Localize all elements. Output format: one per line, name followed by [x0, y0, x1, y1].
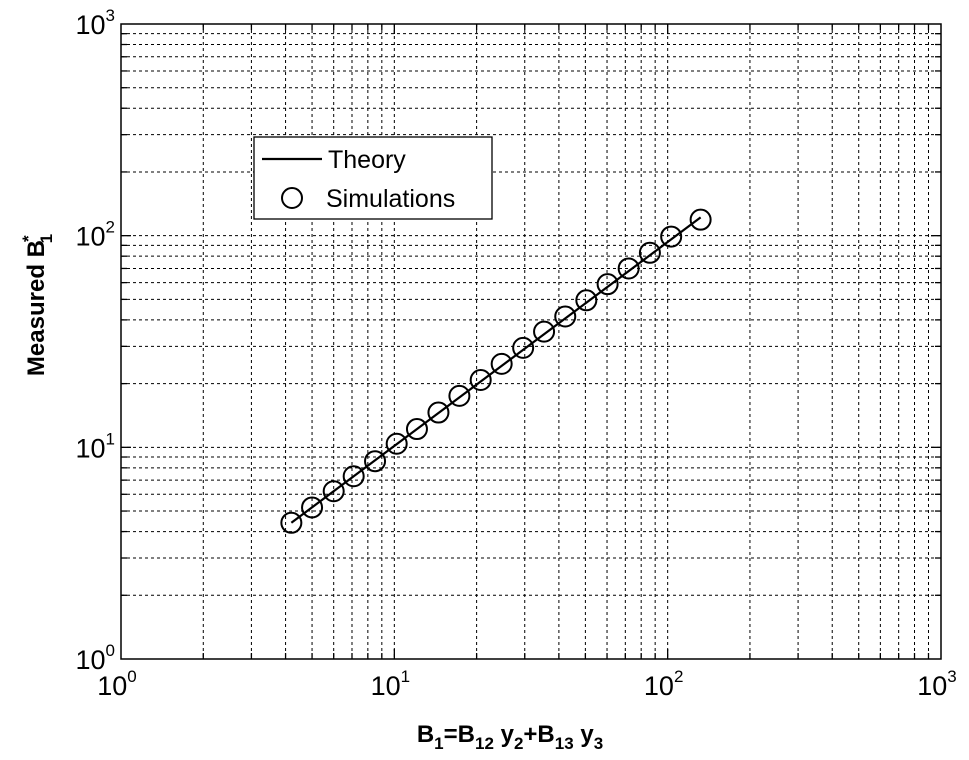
simulation-point — [638, 241, 661, 264]
legend-label-simulations: Simulations — [326, 185, 455, 213]
legend-box — [253, 136, 493, 220]
simulation-point — [405, 418, 428, 441]
x-tick-label: 102 — [644, 667, 684, 701]
simulation-point — [617, 257, 640, 280]
simulation-point — [427, 401, 450, 424]
simulation-point — [364, 450, 387, 473]
y-tick-label: 100 — [75, 641, 115, 675]
simulation-point — [596, 273, 619, 296]
plot-frame — [120, 23, 942, 660]
theory-line — [290, 216, 702, 524]
simulation-point — [512, 336, 535, 359]
legend-label-theory: Theory — [328, 146, 406, 174]
y-tick-label: 102 — [75, 218, 115, 252]
series-layer — [280, 208, 712, 534]
x-tick-label: 101 — [371, 667, 411, 701]
simulation-point — [280, 511, 303, 534]
x-tick-label: 100 — [97, 667, 137, 701]
legend-circle-marker — [281, 187, 303, 209]
y-tick-label: 103 — [75, 6, 115, 40]
simulation-point — [660, 225, 683, 248]
simulation-point — [533, 320, 556, 343]
simulation-point — [342, 465, 365, 488]
x-tick-label: 103 — [917, 667, 957, 701]
x-axis-label: B1=B12 y2+B13 y3 — [417, 721, 603, 753]
legend: Theory Simulations — [253, 136, 493, 220]
y-axis-label: Measured B*1 — [19, 234, 56, 376]
simulation-point — [490, 352, 513, 375]
axis-ticks — [121, 24, 941, 659]
simulation-point — [322, 480, 345, 503]
simulation-point — [575, 289, 598, 312]
simulation-point — [469, 369, 492, 392]
tick-labels: 100 101 102 103 100 101 102 103 — [75, 6, 956, 701]
grid — [121, 24, 941, 659]
simulation-point — [385, 432, 408, 455]
simulation-point — [301, 496, 324, 519]
simulation-point — [689, 208, 712, 231]
y-tick-label: 101 — [75, 429, 115, 463]
simulation-point — [448, 384, 471, 407]
simulation-point — [554, 305, 577, 328]
